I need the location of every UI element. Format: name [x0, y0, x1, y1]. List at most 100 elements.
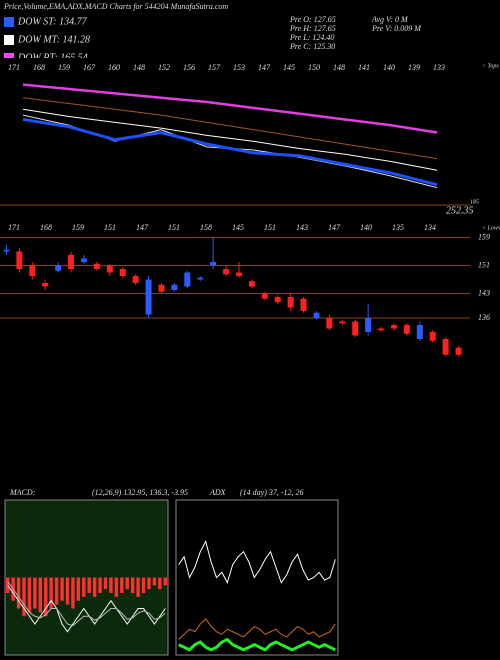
candle-body [326, 318, 333, 329]
top-label: 152 [158, 63, 170, 72]
candle-body [300, 298, 307, 311]
top-label: 167 [83, 63, 96, 72]
series-line [178, 637, 336, 652]
top-label: 140 [360, 223, 372, 232]
top-label: 171 [8, 63, 20, 72]
legend-swatch [4, 35, 14, 45]
candle-body [442, 339, 449, 355]
legend-label: DOW PT: 165.54 [17, 52, 88, 63]
histogram-bar [87, 577, 91, 593]
histogram-bar [16, 577, 21, 609]
top-label: 158 [200, 223, 212, 232]
histogram-bar [22, 577, 26, 617]
histogram-bar [27, 577, 32, 613]
histogram-bar [49, 577, 53, 609]
top-label: 153 [233, 63, 245, 72]
y-tick-label: 136 [478, 313, 490, 322]
histogram-bar [130, 577, 135, 593]
series-line [7, 581, 166, 627]
histogram-bar [71, 577, 75, 609]
panel-title: ADX [209, 488, 227, 497]
series-line [22, 108, 438, 171]
candle-body [223, 269, 230, 275]
top-label: 147 [136, 223, 149, 232]
candle-body [365, 318, 372, 332]
histogram-bar [136, 577, 140, 597]
top-label: 168 [40, 223, 52, 232]
series-line [178, 618, 336, 640]
quote-text: Pre C: 125.30 [289, 42, 335, 51]
quote-text: Pre V: 0.009 M [371, 24, 422, 33]
histogram-bar [98, 577, 102, 593]
histogram-bar [33, 577, 37, 609]
candle-body [429, 332, 436, 341]
candle-body [68, 255, 75, 269]
candle-body [119, 269, 126, 276]
legend-label: DOW MT: 141.28 [17, 34, 90, 45]
histogram-bar [158, 577, 162, 590]
top-label: 139 [408, 63, 420, 72]
series-line [22, 97, 438, 160]
panel [0, 58, 500, 208]
top-label: 159 [72, 223, 84, 232]
top-label: 159 [58, 63, 70, 72]
histogram-bar [120, 577, 124, 593]
histogram-bar [65, 577, 70, 605]
top-label: 134 [424, 223, 436, 232]
candle-body [55, 265, 62, 271]
panel-subtitle: (12,26,9) 132.95, 136.3, -3.95 [92, 488, 188, 497]
histogram-bar [163, 577, 167, 586]
candle-body [287, 297, 294, 308]
y-tick-label: 143 [478, 288, 490, 297]
top-label: 145 [232, 223, 244, 232]
top-label: 148 [333, 63, 345, 72]
top-label: 151 [168, 223, 180, 232]
histogram-bar [103, 577, 108, 590]
top-label: 147 [258, 63, 271, 72]
candle-body [171, 284, 178, 290]
candle-body [313, 312, 320, 318]
annotation: 185 [470, 199, 479, 205]
top-label: 143 [296, 223, 308, 232]
histogram-bar [152, 577, 157, 586]
top-label: 141 [358, 63, 370, 72]
top-label: 140 [383, 63, 395, 72]
candle-body [416, 325, 423, 339]
candle-body [455, 347, 462, 355]
candle-body [261, 293, 268, 299]
side-label: < Lows [482, 225, 500, 231]
histogram-bar [109, 577, 113, 593]
candle-body [42, 283, 49, 287]
histogram-bar [60, 577, 64, 601]
candle-body [145, 279, 152, 315]
panel [175, 499, 339, 656]
candle-body [403, 325, 410, 334]
candle-body [274, 297, 281, 303]
candle-body [158, 284, 165, 292]
histogram-bar [125, 577, 129, 590]
top-label: 157 [208, 63, 221, 72]
top-label: 145 [283, 63, 295, 72]
quote-text: Pre L: 124.40 [289, 33, 334, 42]
top-label: 147 [328, 223, 341, 232]
histogram-bar [38, 577, 43, 613]
legend-label: DOW ST: 134.77 [17, 16, 88, 27]
histogram-bar [147, 577, 151, 590]
candle-body [210, 262, 217, 266]
quote-text: Avg V: 0 M [371, 15, 409, 24]
candle-body [3, 249, 10, 252]
candle-body [184, 272, 191, 287]
candle-body [352, 321, 359, 336]
series-line [22, 83, 438, 134]
top-label: 168 [33, 63, 45, 72]
candle-body [339, 321, 346, 324]
candle-body [93, 263, 100, 269]
candle-body [16, 251, 23, 269]
y-tick-label: 151 [478, 260, 490, 269]
series-line [178, 539, 336, 584]
histogram-bar [92, 577, 97, 597]
histogram-bar [44, 577, 48, 617]
histogram-bar [54, 577, 59, 605]
